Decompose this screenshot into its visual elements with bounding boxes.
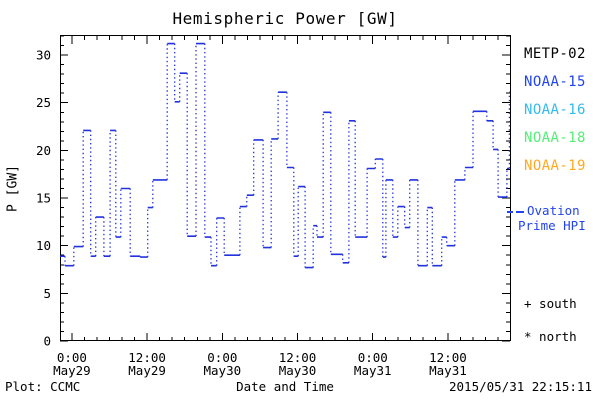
dashed-line-sample bbox=[516, 210, 524, 213]
x-tick-time-label: 0:00 bbox=[57, 350, 87, 365]
plot-credit: Plot: CCMC bbox=[5, 379, 81, 394]
legend-item-noaa-19: NOAA-19 bbox=[524, 158, 586, 174]
y-tick-label: 15 bbox=[36, 191, 51, 206]
x-tick-date-label: May29 bbox=[53, 363, 91, 378]
y-tick-label: 25 bbox=[36, 95, 51, 110]
hpi-step-line-horizontal bbox=[60, 42, 510, 269]
x-axis-label: Date and Time bbox=[236, 379, 334, 394]
x-tick-time-label: 0:00 bbox=[207, 350, 237, 365]
y-tick-label: 5 bbox=[43, 286, 51, 301]
x-tick-date-label: May29 bbox=[128, 363, 166, 378]
x-tick-date-label: May30 bbox=[279, 363, 317, 378]
y-tick-label: 0 bbox=[43, 334, 51, 349]
legend-item-noaa-16: NOAA-16 bbox=[524, 102, 586, 118]
south-marker-legend: + south bbox=[524, 296, 577, 311]
x-tick-date-label: May30 bbox=[204, 363, 242, 378]
y-tick-label: 20 bbox=[36, 143, 51, 158]
chart-title: Hemispheric Power [GW] bbox=[172, 9, 398, 28]
x-tick-time-label: 12:00 bbox=[279, 350, 317, 365]
hpi-step-line-vertical bbox=[64, 43, 511, 268]
plot-timestamp: 2015/05/31 22:15:11 bbox=[449, 379, 592, 394]
ovation-line2: Prime HPI bbox=[518, 218, 586, 233]
y-tick-label: 30 bbox=[36, 48, 51, 63]
legend-ovation-prime-hpi: Ovation Prime HPI bbox=[507, 203, 599, 233]
x-tick-date-label: May31 bbox=[354, 363, 392, 378]
legend-item-metp-02: METP-02 bbox=[524, 46, 586, 62]
y-axis-label: P [GW] bbox=[5, 165, 21, 212]
legend-item-noaa-15: NOAA-15 bbox=[524, 74, 586, 90]
x-tick-time-label: 12:00 bbox=[128, 350, 166, 365]
dashed-line-sample bbox=[507, 210, 513, 213]
north-marker-legend: * north bbox=[524, 329, 577, 344]
legend-item-noaa-18: NOAA-18 bbox=[524, 130, 586, 146]
ovation-label: Ovation bbox=[527, 203, 580, 218]
x-tick-time-label: 12:00 bbox=[429, 350, 467, 365]
x-tick-time-label: 0:00 bbox=[358, 350, 388, 365]
ovation-line1: Ovation bbox=[507, 203, 599, 218]
y-tick-label: 10 bbox=[36, 238, 51, 253]
x-tick-date-label: May31 bbox=[429, 363, 467, 378]
